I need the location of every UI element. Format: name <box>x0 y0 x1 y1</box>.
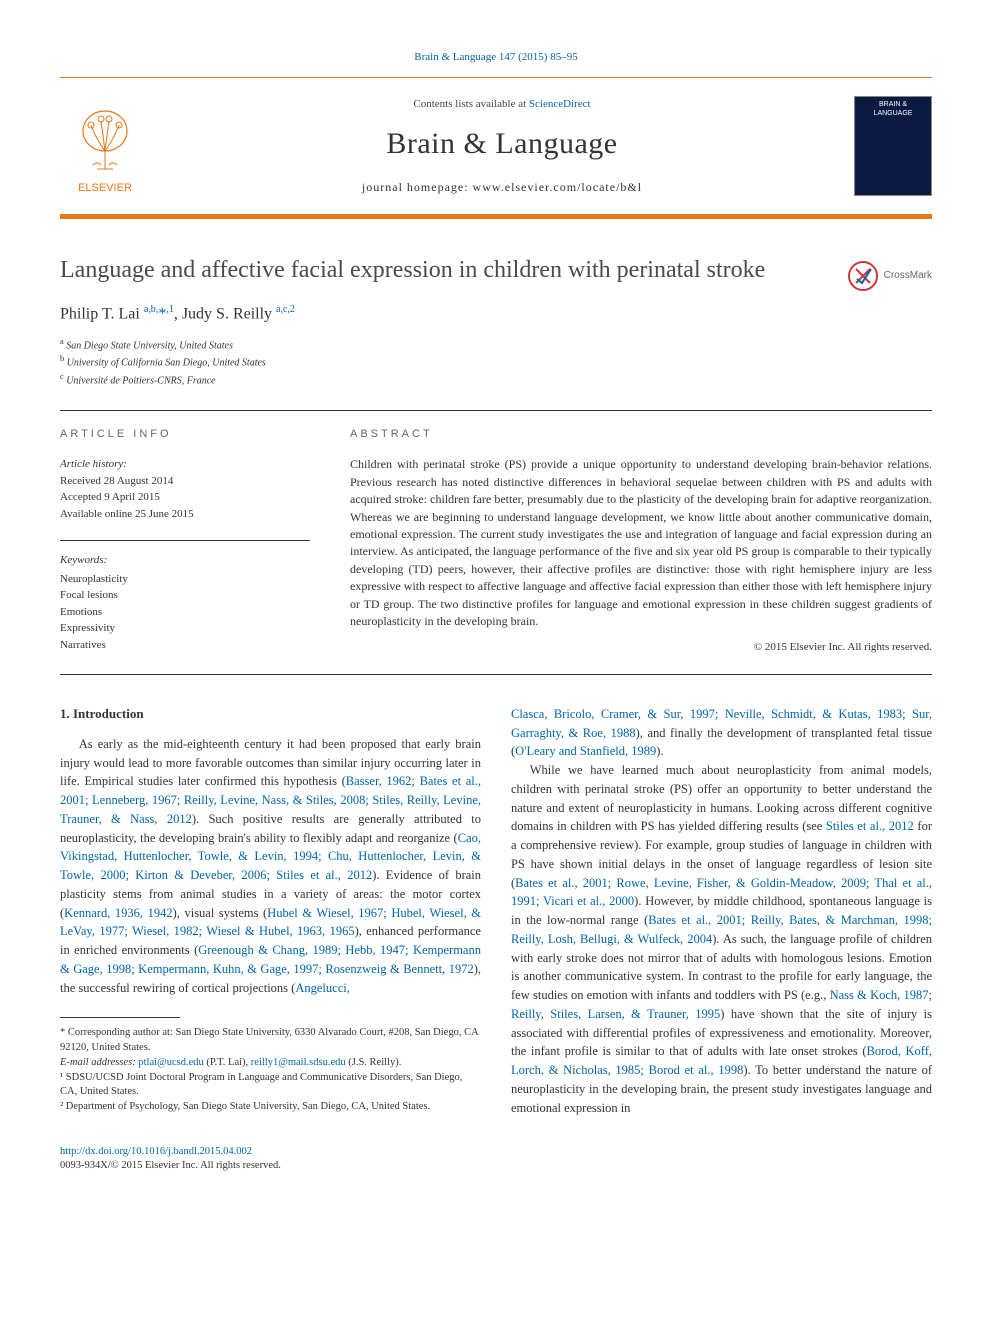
top-citation: Brain & Language 147 (2015) 85–95 <box>60 50 932 65</box>
intro-paragraph-2: While we have learned much about neuropl… <box>511 761 932 1117</box>
masthead-center: Contents lists available at ScienceDirec… <box>150 97 854 195</box>
footnotes: * Corresponding author at: San Diego Sta… <box>60 1026 481 1114</box>
p1-mid3: ), visual systems ( <box>173 906 268 920</box>
cite-link[interactable]: Kennard, 1936, 1942 <box>64 906 172 920</box>
keywords-list: NeuroplasticityFocal lesionsEmotionsExpr… <box>60 571 310 654</box>
elsevier-tree-icon <box>75 107 135 177</box>
affiliations: a San Diego State University, United Sta… <box>60 336 932 388</box>
c2p1-end: ). <box>656 744 663 758</box>
abstract-col: ABSTRACT Children with perinatal stroke … <box>350 427 932 656</box>
cite-link[interactable]: Angelucci, <box>295 981 350 995</box>
crossmark-badge[interactable]: CrossMark <box>848 261 932 291</box>
keywords-label: Keywords: <box>60 553 310 568</box>
body-columns: 1. Introduction As early as the mid-eigh… <box>60 705 932 1174</box>
abstract-text: Children with perinatal stroke (PS) prov… <box>350 456 932 630</box>
abstract-copyright: © 2015 Elsevier Inc. All rights reserved… <box>350 640 932 655</box>
elsevier-logo: ELSEVIER <box>60 96 150 196</box>
keyword-item: Neuroplasticity <box>60 571 310 588</box>
keyword-item: Focal lesions <box>60 587 310 604</box>
contents-line: Contents lists available at ScienceDirec… <box>150 97 854 112</box>
rule-orange-thick <box>60 214 932 219</box>
crossmark-label: CrossMark <box>884 269 932 283</box>
sciencedirect-link[interactable]: ScienceDirect <box>529 98 591 110</box>
email-link[interactable]: ptlai@ucsd.edu <box>138 1057 203 1068</box>
footnote-2: ² Department of Psychology, San Diego St… <box>60 1100 481 1115</box>
corresponding-author: * Corresponding author at: San Diego Sta… <box>60 1026 481 1055</box>
info-abstract-row: ARTICLE INFO Article history: Received 2… <box>60 427 932 656</box>
abstract-label: ABSTRACT <box>350 427 932 442</box>
elsevier-label: ELSEVIER <box>78 181 132 196</box>
intro-heading: 1. Introduction <box>60 705 481 723</box>
journal-name: Brain & Language <box>150 123 854 165</box>
keyword-item: Narratives <box>60 637 310 654</box>
email-link[interactable]: reilly1@mail.sdsu.edu <box>251 1057 346 1068</box>
footnote-1: ¹ SDSU/UCSD Joint Doctoral Program in La… <box>60 1071 481 1100</box>
cite-link[interactable]: O'Leary and Stanfield, 1989 <box>515 744 656 758</box>
article-title: Language and affective facial expression… <box>60 255 828 286</box>
crossmark-icon <box>848 261 878 291</box>
emails-label: E-mail addresses: <box>60 1057 138 1068</box>
rule-below-abstract <box>60 674 932 675</box>
history-label: Article history: <box>60 456 310 473</box>
email1-name: (P.T. Lai), <box>204 1057 251 1068</box>
journal-cover-thumb: BRAIN & LANGUAGE <box>854 96 932 196</box>
issn-line: 0093-934X/© 2015 Elsevier Inc. All right… <box>60 1159 481 1174</box>
history-received: Received 28 August 2014 <box>60 473 310 490</box>
authors-line: Philip T. Lai a,b,*,1, Judy S. Reilly a,… <box>60 303 932 326</box>
page-container: Brain & Language 147 (2015) 85–95 ELSEVI… <box>0 0 992 1214</box>
masthead: ELSEVIER Contents lists available at Sci… <box>60 86 932 206</box>
article-info-col: ARTICLE INFO Article history: Received 2… <box>60 427 310 656</box>
footnote-separator <box>60 1017 180 1018</box>
title-row: Language and affective facial expression… <box>60 255 932 291</box>
doi-link[interactable]: http://dx.doi.org/10.1016/j.bandl.2015.0… <box>60 1146 252 1157</box>
top-citation-link[interactable]: Brain & Language 147 (2015) 85–95 <box>414 51 577 63</box>
keyword-item: Emotions <box>60 604 310 621</box>
email2-name: (J.S. Reilly). <box>346 1057 402 1068</box>
journal-homepage: journal homepage: www.elsevier.com/locat… <box>150 179 854 196</box>
cover-text: BRAIN & LANGUAGE <box>859 101 927 118</box>
rule-top <box>60 77 932 78</box>
footer-block: http://dx.doi.org/10.1016/j.bandl.2015.0… <box>60 1145 481 1174</box>
keyword-item: Expressivity <box>60 620 310 637</box>
contents-prefix: Contents lists available at <box>413 98 528 110</box>
rule-keywords <box>60 540 310 541</box>
body-col-left: 1. Introduction As early as the mid-eigh… <box>60 705 481 1174</box>
intro-paragraph-1-cont: Clasca, Bricolo, Cramer, & Sur, 1997; Ne… <box>511 705 932 761</box>
email-line: E-mail addresses: ptlai@ucsd.edu (P.T. L… <box>60 1056 481 1071</box>
rule-above-abstract <box>60 410 932 411</box>
intro-paragraph-1: As early as the mid-eighteenth century i… <box>60 735 481 998</box>
history-accepted: Accepted 9 April 2015 <box>60 489 310 506</box>
cite-link[interactable]: Stiles et al., 2012 <box>826 819 914 833</box>
history-online: Available online 25 June 2015 <box>60 506 310 523</box>
body-col-right: Clasca, Bricolo, Cramer, & Sur, 1997; Ne… <box>511 705 932 1174</box>
article-info-label: ARTICLE INFO <box>60 427 310 442</box>
article-history: Article history: Received 28 August 2014… <box>60 456 310 522</box>
